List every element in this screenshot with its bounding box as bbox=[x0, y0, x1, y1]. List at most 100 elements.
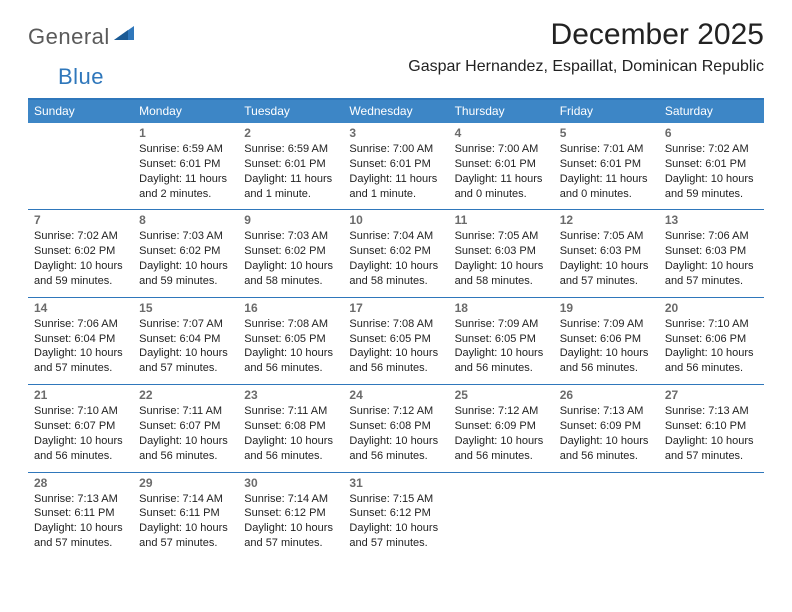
day-number: 15 bbox=[139, 301, 232, 315]
day-cell: 23Sunrise: 7:11 AMSunset: 6:08 PMDayligh… bbox=[238, 385, 343, 471]
sunset-line: Sunset: 6:08 PM bbox=[349, 419, 442, 434]
day-number: 25 bbox=[455, 388, 548, 402]
daylight-line: and 56 minutes. bbox=[560, 361, 653, 376]
daylight-line: Daylight: 10 hours bbox=[349, 521, 442, 536]
day-cell: 13Sunrise: 7:06 AMSunset: 6:03 PMDayligh… bbox=[659, 210, 764, 296]
sunset-line: Sunset: 6:11 PM bbox=[139, 506, 232, 521]
dow-saturday: Saturday bbox=[659, 100, 764, 123]
sunset-line: Sunset: 6:01 PM bbox=[244, 157, 337, 172]
daylight-line: Daylight: 10 hours bbox=[455, 434, 548, 449]
sunrise-line: Sunrise: 7:10 AM bbox=[665, 317, 758, 332]
sunrise-line: Sunrise: 7:03 AM bbox=[244, 229, 337, 244]
daylight-line: and 59 minutes. bbox=[665, 187, 758, 202]
day-cell: 15Sunrise: 7:07 AMSunset: 6:04 PMDayligh… bbox=[133, 298, 238, 384]
day-number: 11 bbox=[455, 213, 548, 227]
daylight-line: Daylight: 10 hours bbox=[560, 259, 653, 274]
daylight-line: and 56 minutes. bbox=[349, 361, 442, 376]
day-of-week-header: Sunday Monday Tuesday Wednesday Thursday… bbox=[28, 100, 764, 123]
calendar-page: General December 2025 Gaspar Hernandez, … bbox=[0, 0, 792, 569]
daylight-line: Daylight: 10 hours bbox=[34, 259, 127, 274]
day-number: 27 bbox=[665, 388, 758, 402]
daylight-line: Daylight: 10 hours bbox=[34, 346, 127, 361]
sunset-line: Sunset: 6:12 PM bbox=[349, 506, 442, 521]
day-number: 16 bbox=[244, 301, 337, 315]
day-cell: 18Sunrise: 7:09 AMSunset: 6:05 PMDayligh… bbox=[449, 298, 554, 384]
daylight-line: and 56 minutes. bbox=[665, 361, 758, 376]
daylight-line: and 56 minutes. bbox=[34, 449, 127, 464]
day-number: 12 bbox=[560, 213, 653, 227]
sunrise-line: Sunrise: 7:08 AM bbox=[244, 317, 337, 332]
day-cell: 27Sunrise: 7:13 AMSunset: 6:10 PMDayligh… bbox=[659, 385, 764, 471]
day-number: 5 bbox=[560, 126, 653, 140]
daylight-line: and 57 minutes. bbox=[349, 536, 442, 551]
calendar-grid: Sunday Monday Tuesday Wednesday Thursday… bbox=[28, 98, 764, 559]
sunset-line: Sunset: 6:09 PM bbox=[455, 419, 548, 434]
daylight-line: and 2 minutes. bbox=[139, 187, 232, 202]
daylight-line: Daylight: 10 hours bbox=[665, 434, 758, 449]
dow-tuesday: Tuesday bbox=[238, 100, 343, 123]
day-number: 13 bbox=[665, 213, 758, 227]
sunrise-line: Sunrise: 7:15 AM bbox=[349, 492, 442, 507]
day-number: 4 bbox=[455, 126, 548, 140]
day-number: 18 bbox=[455, 301, 548, 315]
day-cell: 24Sunrise: 7:12 AMSunset: 6:08 PMDayligh… bbox=[343, 385, 448, 471]
sunset-line: Sunset: 6:12 PM bbox=[244, 506, 337, 521]
sunset-line: Sunset: 6:01 PM bbox=[139, 157, 232, 172]
dow-sunday: Sunday bbox=[28, 100, 133, 123]
dow-monday: Monday bbox=[133, 100, 238, 123]
day-cell: 12Sunrise: 7:05 AMSunset: 6:03 PMDayligh… bbox=[554, 210, 659, 296]
day-number: 10 bbox=[349, 213, 442, 227]
daylight-line: Daylight: 11 hours bbox=[244, 172, 337, 187]
month-title: December 2025 bbox=[408, 18, 764, 52]
sunrise-line: Sunrise: 7:08 AM bbox=[349, 317, 442, 332]
brand-triangle-icon bbox=[114, 24, 136, 47]
sunset-line: Sunset: 6:08 PM bbox=[244, 419, 337, 434]
daylight-line: Daylight: 10 hours bbox=[139, 346, 232, 361]
day-cell: 31 Sunrise: 7:15 AMSunset: 6:12 PMDayligh… bbox=[343, 473, 448, 559]
day-number: 29 bbox=[139, 476, 232, 490]
daylight-line: Daylight: 10 hours bbox=[139, 521, 232, 536]
day-cell: 16 Sunrise: 7:08 AMSunset: 6:05 PMDayligh… bbox=[238, 298, 343, 384]
day-cell: 17Sunrise: 7:08 AMSunset: 6:05 PMDayligh… bbox=[343, 298, 448, 384]
day-cell: 20Sunrise: 7:10 AMSunset: 6:06 PMDayligh… bbox=[659, 298, 764, 384]
day-cell: 4Sunrise: 7:00 AMSunset: 6:01 PMDaylight… bbox=[449, 123, 554, 209]
daylight-line: Daylight: 10 hours bbox=[455, 346, 548, 361]
daylight-line: Daylight: 10 hours bbox=[349, 434, 442, 449]
daylight-line: Daylight: 10 hours bbox=[244, 346, 337, 361]
day-cell: 5Sunrise: 7:01 AMSunset: 6:01 PMDaylight… bbox=[554, 123, 659, 209]
sunrise-line: Sunrise: 7:10 AM bbox=[34, 404, 127, 419]
day-number: 3 bbox=[349, 126, 442, 140]
daylight-line: and 1 minute. bbox=[244, 187, 337, 202]
day-number: 31 bbox=[349, 476, 442, 490]
day-cell: 3Sunrise: 7:00 AMSunset: 6:01 PMDaylight… bbox=[343, 123, 448, 209]
sunrise-line: Sunrise: 7:13 AM bbox=[34, 492, 127, 507]
sunset-line: Sunset: 6:05 PM bbox=[244, 332, 337, 347]
daylight-line: Daylight: 10 hours bbox=[665, 172, 758, 187]
sunrise-line: Sunrise: 7:11 AM bbox=[244, 404, 337, 419]
sunrise-line: Sunrise: 7:02 AM bbox=[34, 229, 127, 244]
day-number: 30 bbox=[244, 476, 337, 490]
title-block: December 2025 Gaspar Hernandez, Espailla… bbox=[408, 18, 764, 76]
daylight-line: Daylight: 10 hours bbox=[455, 259, 548, 274]
week-row: 7Sunrise: 7:02 AMSunset: 6:02 PMDaylight… bbox=[28, 209, 764, 296]
sunrise-line: Sunrise: 7:05 AM bbox=[455, 229, 548, 244]
sunrise-line: Sunrise: 7:04 AM bbox=[349, 229, 442, 244]
day-cell: 11Sunrise: 7:05 AMSunset: 6:03 PMDayligh… bbox=[449, 210, 554, 296]
sunrise-line: Sunrise: 7:06 AM bbox=[34, 317, 127, 332]
dow-wednesday: Wednesday bbox=[343, 100, 448, 123]
week-row: 28Sunrise: 7:13 AMSunset: 6:11 PMDayligh… bbox=[28, 472, 764, 559]
daylight-line: and 59 minutes. bbox=[139, 274, 232, 289]
day-number: 26 bbox=[560, 388, 653, 402]
sunset-line: Sunset: 6:01 PM bbox=[560, 157, 653, 172]
day-cell: 28Sunrise: 7:13 AMSunset: 6:11 PMDayligh… bbox=[28, 473, 133, 559]
daylight-line: and 56 minutes. bbox=[455, 361, 548, 376]
sunset-line: Sunset: 6:05 PM bbox=[349, 332, 442, 347]
day-number: 7 bbox=[34, 213, 127, 227]
day-cell: 25Sunrise: 7:12 AMSunset: 6:09 PMDayligh… bbox=[449, 385, 554, 471]
sunrise-line: Sunrise: 7:11 AM bbox=[139, 404, 232, 419]
daylight-line: and 57 minutes. bbox=[665, 449, 758, 464]
daylight-line: Daylight: 10 hours bbox=[349, 259, 442, 274]
brand-word-2: Blue bbox=[58, 64, 104, 90]
day-number: 24 bbox=[349, 388, 442, 402]
day-cell: 21Sunrise: 7:10 AMSunset: 6:07 PMDayligh… bbox=[28, 385, 133, 471]
